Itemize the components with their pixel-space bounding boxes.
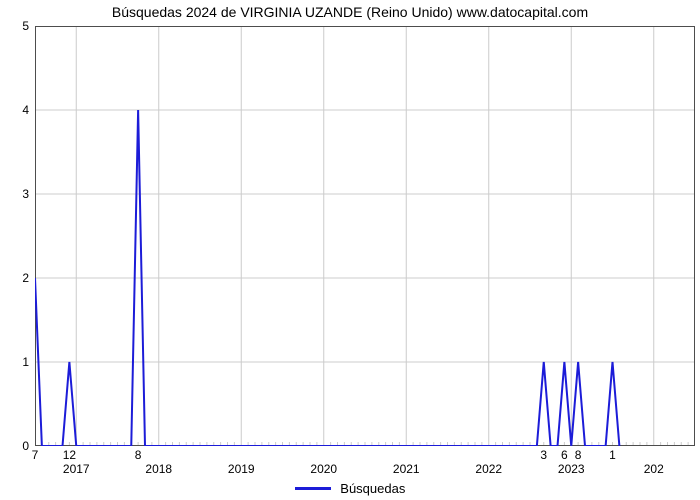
chart-plot-area [35, 26, 695, 446]
x-data-label: 6 [561, 448, 568, 462]
y-tick-label: 0 [22, 439, 29, 453]
x-data-label: 12 [63, 448, 76, 462]
x-year-label: 2017 [63, 462, 90, 476]
x-year-label: 2022 [475, 462, 502, 476]
x-data-label: 8 [135, 448, 142, 462]
x-data-label: 8 [575, 448, 582, 462]
x-year-label: 2018 [145, 462, 172, 476]
chart-legend: Búsquedas [0, 480, 700, 496]
y-tick-label: 2 [22, 271, 29, 285]
x-data-label: 3 [540, 448, 547, 462]
y-tick-label: 1 [22, 355, 29, 369]
y-tick-label: 3 [22, 187, 29, 201]
x-data-label: 1 [609, 448, 616, 462]
y-tick-label: 5 [22, 19, 29, 33]
chart-title: Búsquedas 2024 de VIRGINIA UZANDE (Reino… [0, 4, 700, 20]
x-year-label: 2019 [228, 462, 255, 476]
legend-label: Búsquedas [340, 481, 405, 496]
x-data-label: 7 [32, 448, 39, 462]
x-year-label: 2020 [310, 462, 337, 476]
x-year-label: 202 [644, 462, 664, 476]
x-year-label: 2023 [558, 462, 585, 476]
legend-line-icon [295, 487, 331, 490]
y-tick-label: 4 [22, 103, 29, 117]
x-year-label: 2021 [393, 462, 420, 476]
